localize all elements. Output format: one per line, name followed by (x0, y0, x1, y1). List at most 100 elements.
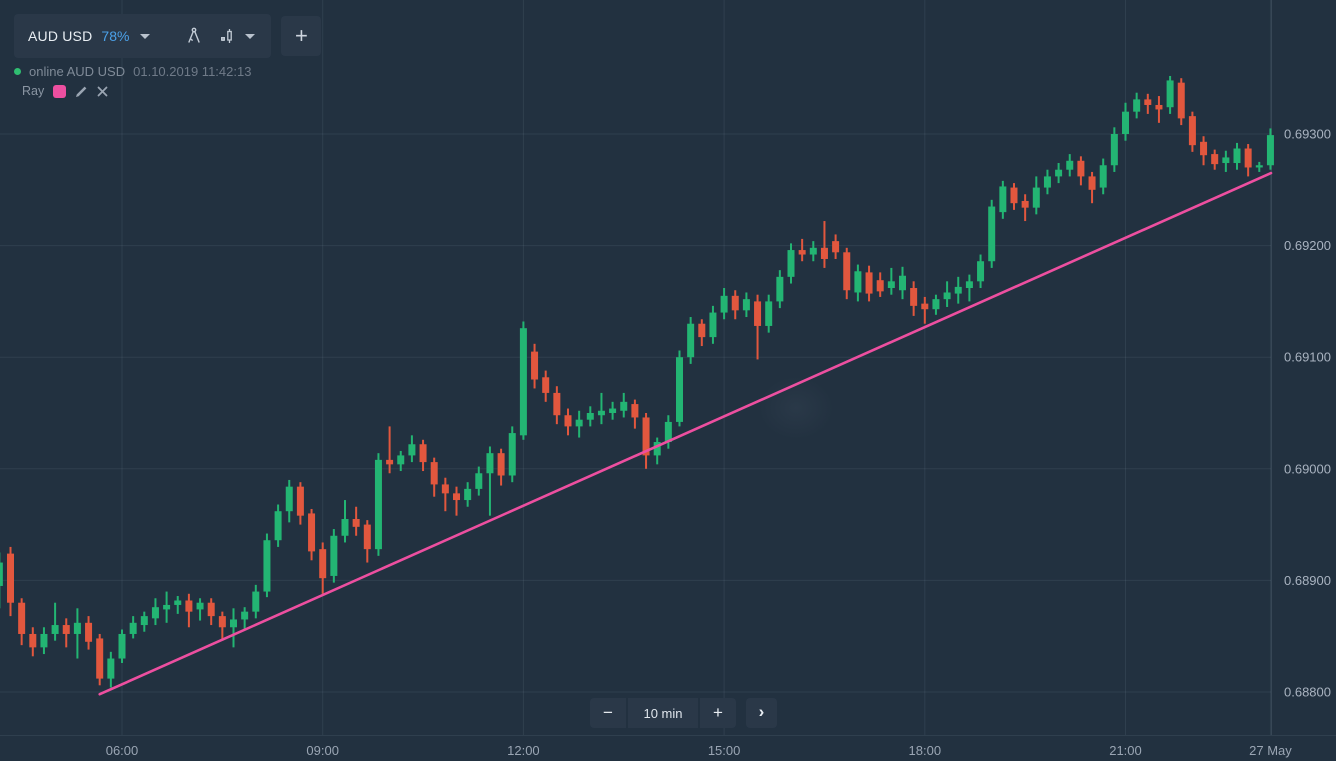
candle-body (865, 272, 873, 294)
candle-body (1066, 160, 1074, 170)
candle-body (1043, 176, 1051, 188)
candle-body (542, 377, 550, 393)
drawing-object-row: Ray (22, 83, 108, 99)
time-axis-label: 15:00 (708, 743, 741, 758)
candle-body (453, 493, 460, 501)
ray-line[interactable] (98, 171, 1273, 696)
candle-body (51, 625, 59, 634)
ray-color-swatch[interactable] (53, 84, 67, 98)
candle-body (196, 602, 204, 610)
status-instrument: AUD USD (66, 64, 126, 79)
candle-body (7, 553, 14, 603)
candle-body (330, 535, 338, 576)
candle-body (96, 638, 104, 679)
candle-body (809, 247, 817, 255)
chart-type-button[interactable] (215, 22, 257, 50)
timeframe-decrease-button[interactable]: − (590, 698, 626, 728)
candle-wick (923, 296, 926, 324)
drawing-name-label: Ray (22, 84, 45, 98)
candle-body (341, 519, 349, 536)
candle-body (609, 408, 617, 413)
candle-body (508, 433, 516, 476)
add-button-label: + (295, 23, 308, 48)
time-axis-label: 18:00 (909, 743, 942, 758)
candle-body (1266, 135, 1274, 166)
candle-body (687, 323, 695, 358)
price-axis-label: 0.68900 (1284, 573, 1331, 588)
candle-body (308, 513, 316, 552)
candle-body (497, 453, 505, 476)
chevron-down-icon[interactable] (140, 33, 151, 39)
delete-drawing-button[interactable] (97, 86, 108, 97)
candle-body (776, 276, 784, 302)
candle-body (40, 633, 48, 648)
candle-body (586, 413, 594, 420)
candle-body (1188, 116, 1196, 146)
candle-wick (823, 221, 826, 268)
candle-body (29, 633, 37, 648)
candle-body (1144, 99, 1152, 105)
candle-body (252, 591, 260, 612)
compass-icon (188, 27, 201, 43)
candle-body (754, 301, 762, 326)
candle-body (988, 206, 996, 262)
instrument-selector[interactable]: AUD USD (28, 28, 93, 44)
candle-body (107, 658, 115, 679)
edit-drawing-button[interactable] (75, 85, 88, 98)
candle-body (0, 562, 3, 586)
candle-body (664, 421, 672, 443)
candle-body (118, 633, 126, 659)
candle-body (820, 247, 828, 259)
candle-body (899, 275, 906, 291)
candle-body (1166, 80, 1174, 108)
candle-body (174, 600, 182, 605)
candle-body (430, 462, 438, 485)
candle-wick (388, 426, 391, 474)
price-axis-label: 0.69100 (1284, 350, 1331, 365)
timeframe-value[interactable]: 10 min (628, 698, 698, 728)
timeframe-group: − 10 min + (590, 698, 736, 728)
candle-body (274, 511, 282, 541)
candle-body (709, 312, 717, 338)
candle-body (575, 419, 583, 427)
toolbar-group: AUD USD 78% (14, 14, 272, 58)
candle-wick (232, 608, 235, 648)
online-status-dot (14, 68, 21, 75)
candle-wick (176, 596, 179, 614)
candle-body (910, 288, 918, 306)
scroll-forward-button[interactable]: › (746, 698, 777, 728)
candle-body (742, 299, 750, 311)
price-axis-label: 0.68800 (1284, 685, 1331, 700)
candle-body (765, 301, 773, 326)
candle-body (977, 261, 985, 282)
candle-body (954, 286, 962, 294)
price-axis-label: 0.69300 (1284, 127, 1331, 142)
candle-body (965, 281, 973, 289)
candle-body (140, 616, 148, 626)
candle-body (653, 442, 661, 456)
candle-body (597, 410, 605, 416)
candle-body (631, 404, 639, 418)
candle-body (241, 611, 249, 620)
time-axis-label: 12:00 (507, 743, 540, 758)
candle-body (531, 351, 539, 380)
candle-wick (54, 602, 57, 641)
candle-body (1021, 200, 1029, 208)
candle-body (553, 392, 561, 416)
candle-body (999, 186, 1007, 213)
candle-body (943, 292, 951, 300)
candle-body (1233, 148, 1241, 164)
candle-body (441, 484, 449, 494)
price-axis-label: 0.69200 (1284, 238, 1331, 253)
candle-body (464, 488, 472, 501)
candle-body (1200, 141, 1208, 156)
timeframe-increase-button[interactable]: + (700, 698, 736, 728)
add-asset-button[interactable]: + (281, 16, 322, 56)
candle-body (185, 600, 193, 612)
candle-body (285, 486, 293, 512)
drawing-tools-button[interactable] (182, 22, 206, 50)
chevron-down-icon (245, 33, 256, 39)
candle-body (854, 271, 862, 293)
